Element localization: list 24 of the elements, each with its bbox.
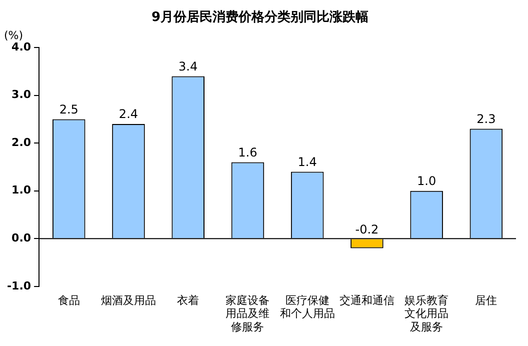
x-tick-label: 烟酒及用品	[100, 294, 156, 307]
data-label: 1.0	[417, 174, 436, 188]
y-tick-label: 4.0	[12, 40, 32, 54]
x-tick-label: 家庭设备用品及维修服务	[226, 294, 270, 334]
y-tick-label: 3.0	[12, 88, 32, 102]
y-tick-label: 0.0	[12, 232, 32, 244]
chart-title: 9月份居民消费价格分类别同比涨跌幅	[151, 10, 369, 26]
y-tick-label: -1.0	[6, 279, 32, 292]
x-tick-label: 居住	[475, 294, 498, 307]
data-label: 2.4	[118, 107, 138, 122]
x-tick-label: 交通和通信	[339, 294, 394, 307]
x-tick-label: 医疗保健和个人用品	[280, 294, 335, 320]
x-tick-label: 娱乐教育文化用品及服务	[404, 294, 449, 334]
data-label: 3.4	[178, 59, 198, 74]
data-label: 2.5	[59, 102, 78, 116]
data-label: -0.2	[355, 222, 379, 236]
data-label: 1.4	[298, 154, 317, 169]
y-tick-label: 2.0	[12, 136, 32, 149]
data-label: 2.3	[476, 112, 496, 126]
x-tick-label: 食品	[58, 294, 80, 307]
y-axis-title: (%)	[4, 28, 24, 42]
x-tick-label: 衣着	[177, 294, 200, 307]
data-label: 1.6	[238, 145, 258, 160]
y-tick-label: 1.0	[12, 184, 32, 197]
